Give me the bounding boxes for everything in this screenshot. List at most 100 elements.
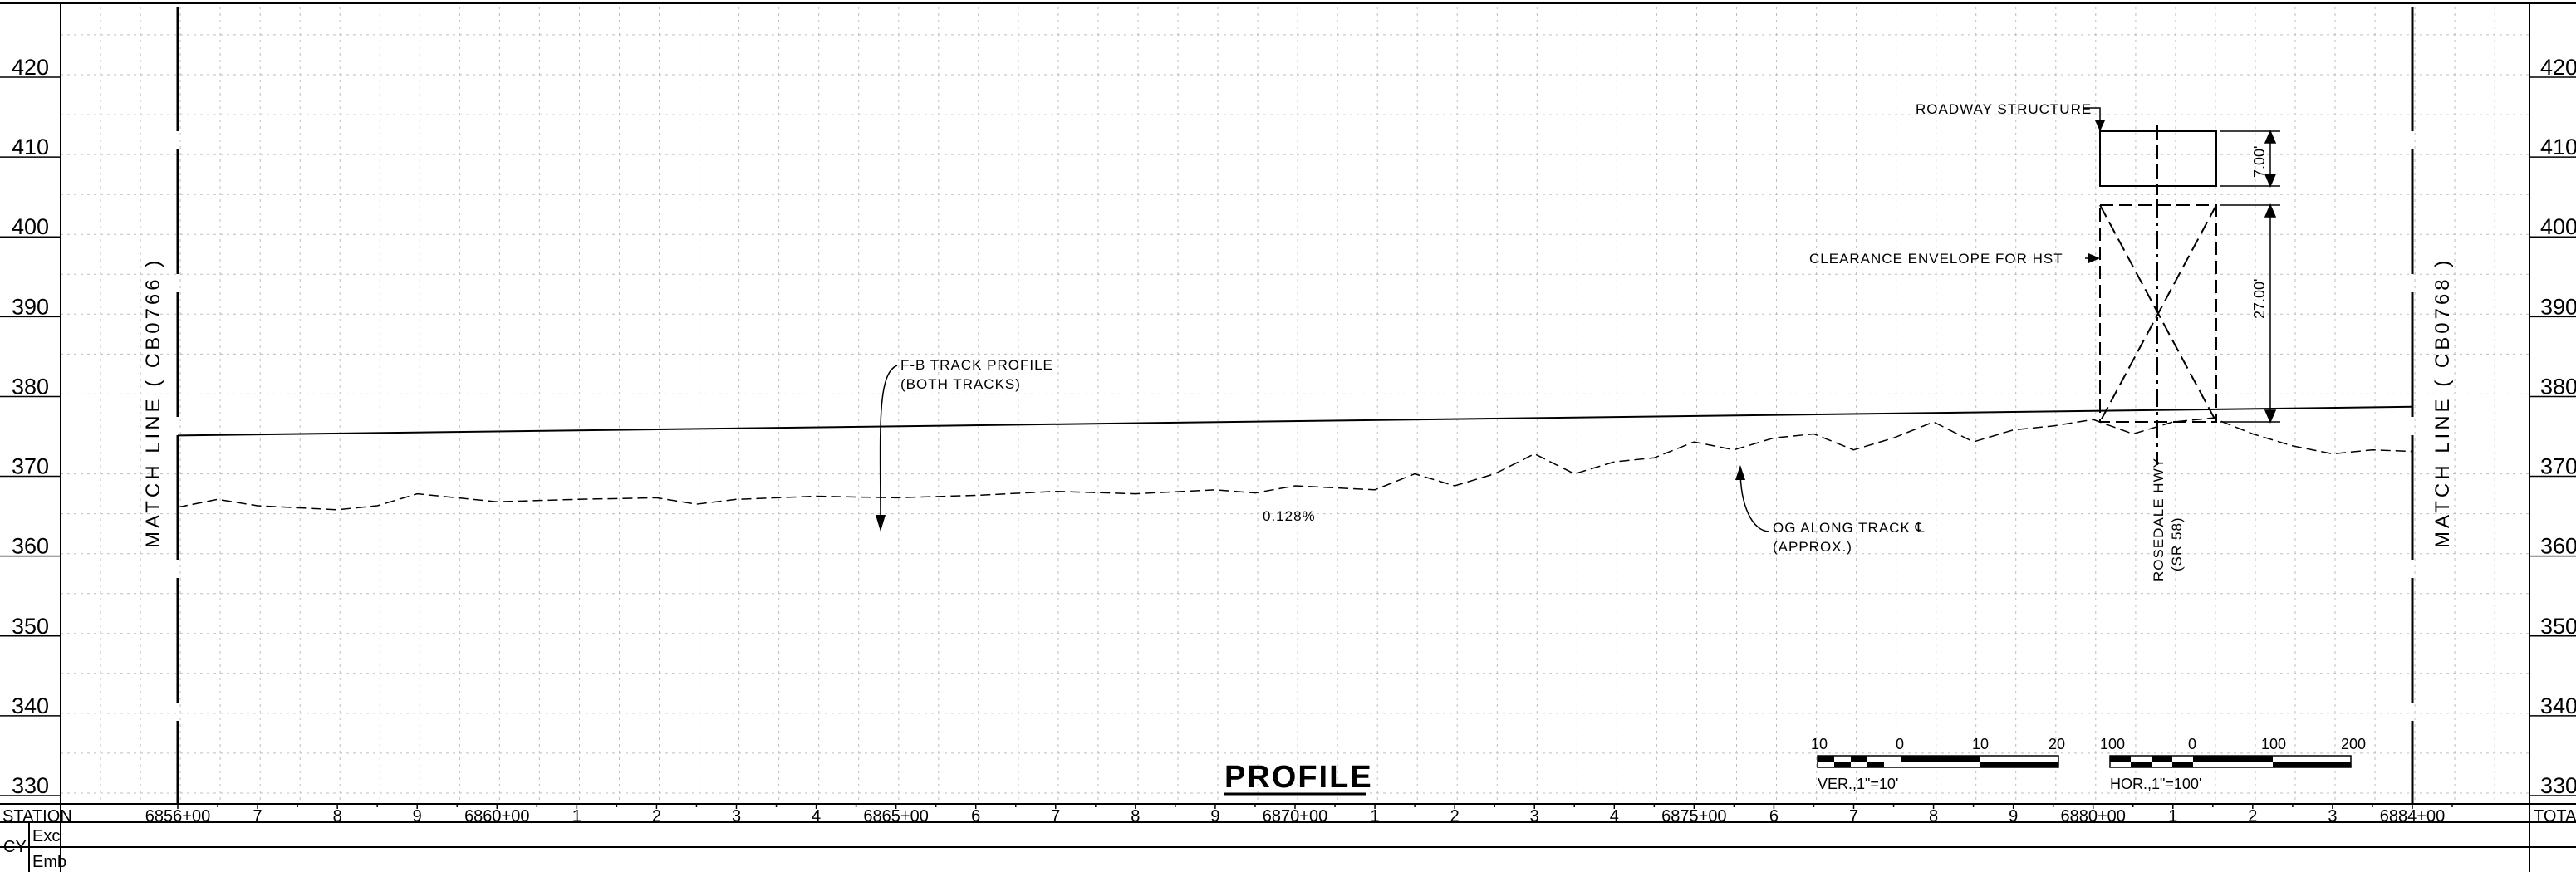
elevation-label: 390 bbox=[12, 294, 49, 319]
station-label: 2 bbox=[652, 807, 661, 825]
horizontal-scale-tick-0: 0 bbox=[2188, 736, 2196, 752]
grade-label: 0.128% bbox=[1263, 508, 1316, 524]
track-profile-label: F-B TRACK PROFILE bbox=[900, 357, 1053, 373]
track-profile-sublabel: (BOTH TRACKS) bbox=[900, 376, 1021, 392]
elevation-label: 330 bbox=[12, 773, 49, 798]
station-label: 6 bbox=[971, 807, 980, 825]
station-label: 6865+00 bbox=[863, 807, 928, 825]
cy-label: CY bbox=[3, 838, 27, 856]
og-leader bbox=[1739, 468, 1770, 532]
elevation-label: 390 bbox=[2540, 294, 2576, 319]
station-label: 6 bbox=[1769, 807, 1779, 825]
station-ticks bbox=[177, 804, 2453, 809]
horizontal-scale-label: HOR.,1"=100' bbox=[2110, 776, 2201, 792]
elevation-label: 350 bbox=[2540, 614, 2576, 639]
emb-row-label: Emb bbox=[32, 853, 66, 871]
station-label: 8 bbox=[333, 807, 342, 825]
match-line-left-label: MATCH LINE ( CB0766 ) bbox=[142, 257, 164, 548]
station-label: 8 bbox=[1131, 807, 1140, 825]
elevation-label: 370 bbox=[2540, 454, 2576, 479]
vertical-scale-tick-10: 10 bbox=[1972, 736, 1989, 752]
sheet-title: PROFILE bbox=[1224, 760, 1373, 795]
clearance-envelope-label: CLEARANCE ENVELOPE FOR HST bbox=[1809, 251, 2063, 267]
structure-dimension-label: 7.00' bbox=[2251, 146, 2268, 178]
station-label: 1 bbox=[572, 807, 581, 825]
roadway-structure-leader bbox=[2083, 107, 2101, 126]
elevation-labels-right: 420 410 400 390 380 370 360 350 340 330 bbox=[2529, 55, 2576, 798]
station-label: 3 bbox=[732, 807, 741, 825]
elevation-label: 400 bbox=[2540, 214, 2576, 239]
station-label: 7 bbox=[253, 807, 263, 825]
vertical-scale-tick-0: 0 bbox=[1896, 736, 1904, 752]
station-label: 6860+00 bbox=[464, 807, 529, 825]
station-label: 9 bbox=[1210, 807, 1219, 825]
station-label: 6856+00 bbox=[145, 807, 210, 825]
roadway-structure bbox=[2099, 125, 2217, 195]
clearance-envelope-arrowhead bbox=[2088, 253, 2100, 263]
elevation-label: 340 bbox=[12, 693, 49, 718]
horizontal-scale-tick-100-left: 100 bbox=[2100, 736, 2125, 752]
vertical-scale-tick-20: 20 bbox=[2049, 736, 2065, 752]
station-label: 1 bbox=[1371, 807, 1380, 825]
horizontal-scale: 100 0 100 200 HOR.,1"=100' bbox=[2100, 736, 2366, 792]
road-label: ROSEDALE HWY bbox=[2151, 458, 2166, 581]
clearance-envelope bbox=[2099, 199, 2217, 465]
station-label: 2 bbox=[1450, 807, 1460, 825]
elevation-labels-left: 420 410 400 390 380 370 360 350 340 330 bbox=[0, 55, 61, 798]
elevation-label: 380 bbox=[2540, 374, 2576, 399]
elevation-label: 400 bbox=[12, 214, 49, 239]
station-label: 1 bbox=[2168, 807, 2177, 825]
track-profile-arrowhead bbox=[876, 515, 886, 532]
horizontal-scale-tick-200: 200 bbox=[2341, 736, 2366, 752]
station-labels: 6856+00 7 8 9 6860+00 1 2 3 4 6865+00 6 7 8 9 6870+00 1… bbox=[145, 807, 2445, 825]
structure-dimension bbox=[2220, 130, 2280, 424]
elevation-label: 380 bbox=[12, 374, 49, 399]
elevation-label: 370 bbox=[12, 454, 49, 479]
og-sublabel: (APPROX.) bbox=[1773, 539, 1852, 555]
road-sublabel: (SR 58) bbox=[2169, 517, 2185, 571]
station-label: 6875+00 bbox=[1661, 807, 1726, 825]
station-label: 8 bbox=[1929, 807, 1938, 825]
station-label: 6880+00 bbox=[2061, 807, 2126, 825]
roadway-structure-arrowhead bbox=[2095, 120, 2105, 131]
exc-row-label: Exc bbox=[32, 827, 60, 845]
elevation-label: 420 bbox=[12, 55, 49, 80]
elevation-label: 360 bbox=[12, 534, 49, 559]
elevation-label: 350 bbox=[12, 614, 49, 639]
profile-series bbox=[177, 405, 2413, 511]
elevation-label: 410 bbox=[2540, 135, 2576, 159]
station-label: 2 bbox=[2248, 807, 2257, 825]
elevation-label: 340 bbox=[2540, 693, 2576, 718]
station-label: 6870+00 bbox=[1263, 807, 1327, 825]
station-total-label: TOTA bbox=[2534, 807, 2576, 825]
clearance-dimension-label: 27.00' bbox=[2251, 279, 2268, 319]
vertical-scale: 10 0 10 20 VER.,1"=10' bbox=[1811, 736, 2065, 792]
station-label: 3 bbox=[2328, 807, 2337, 825]
station-label: 9 bbox=[2009, 807, 2018, 825]
elevation-label: 420 bbox=[2540, 55, 2576, 80]
match-line-left: MATCH LINE ( CB0766 ) bbox=[142, 7, 179, 804]
og-arrowhead bbox=[1735, 465, 1745, 480]
og-ground-line bbox=[177, 417, 2413, 511]
match-line-right-label: MATCH LINE ( CB0768 ) bbox=[2431, 257, 2454, 548]
station-row-label: STATION bbox=[2, 807, 72, 825]
elevation-label: 360 bbox=[2540, 534, 2576, 559]
elevation-label: 410 bbox=[12, 135, 49, 159]
vertical-scale-tick-10-left: 10 bbox=[1811, 736, 1828, 752]
station-label: 9 bbox=[413, 807, 422, 825]
track-profile-leader bbox=[879, 365, 898, 528]
track-profile-line bbox=[177, 405, 2413, 437]
vertical-scale-label: VER.,1"=10' bbox=[1818, 776, 1898, 792]
elevation-label: 330 bbox=[2540, 773, 2576, 798]
station-label: 6884+00 bbox=[2380, 807, 2445, 825]
roadway-structure-label: ROADWAY STRUCTURE bbox=[1916, 101, 2092, 117]
station-label: 3 bbox=[1530, 807, 1539, 825]
station-label: 4 bbox=[1610, 807, 1619, 825]
og-label: OG ALONG TRACK ℄ bbox=[1773, 520, 1925, 536]
match-line-right: MATCH LINE ( CB0768 ) bbox=[2411, 7, 2454, 804]
station-label: 7 bbox=[1051, 807, 1060, 825]
horizontal-scale-tick-100: 100 bbox=[2261, 736, 2286, 752]
minor-grid bbox=[61, 7, 2529, 804]
